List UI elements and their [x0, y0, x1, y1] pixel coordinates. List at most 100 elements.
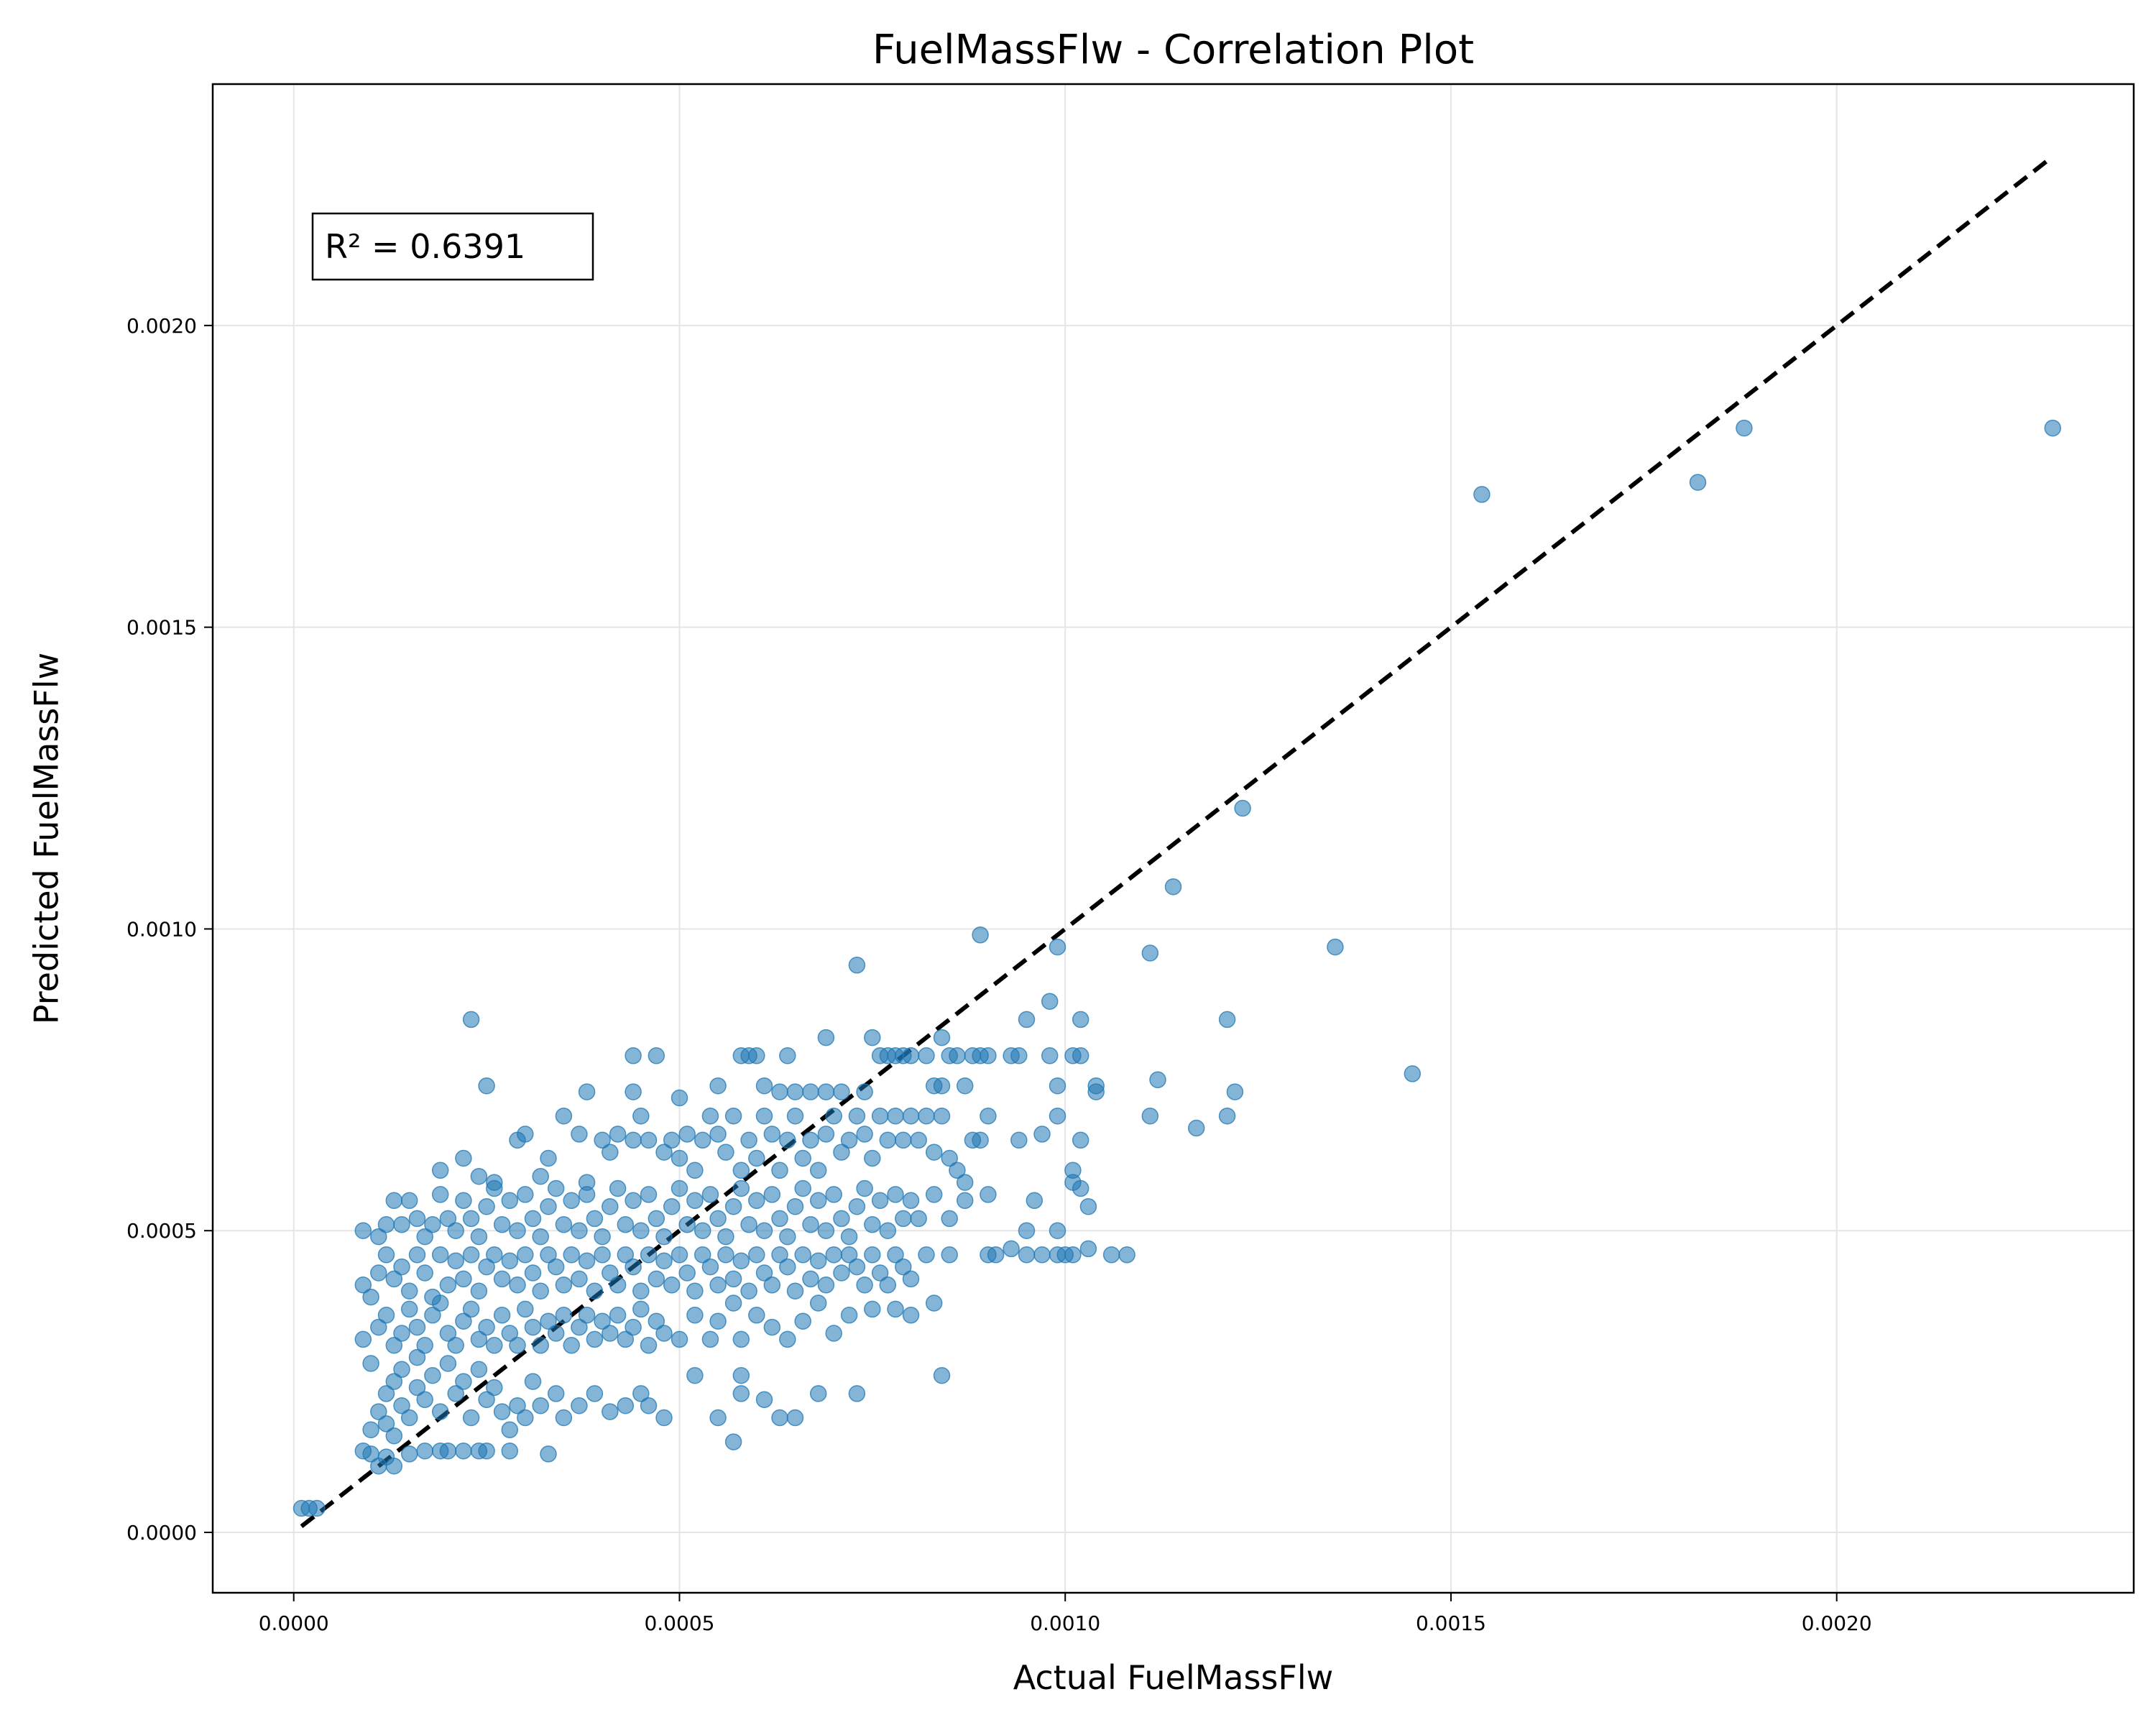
- data-point: [416, 1442, 433, 1460]
- data-point: [709, 1077, 727, 1095]
- data-point: [1102, 1246, 1120, 1264]
- data-point: [501, 1252, 519, 1269]
- data-point: [532, 1397, 549, 1414]
- data-point: [694, 1131, 711, 1149]
- data-point: [678, 1264, 696, 1282]
- data-point: [478, 1077, 495, 1095]
- data-point: [848, 1197, 866, 1215]
- data-point: [871, 1107, 889, 1125]
- data-point: [377, 1307, 395, 1324]
- y-axis-label: Predicted FuelMassFlw: [27, 653, 66, 1024]
- data-point: [902, 1192, 920, 1210]
- data-point: [779, 1047, 796, 1064]
- data-point: [400, 1192, 418, 1210]
- data-point: [540, 1445, 557, 1463]
- data-point: [617, 1216, 635, 1233]
- data-point: [1226, 1083, 1244, 1100]
- data-point: [470, 1167, 488, 1185]
- data-point: [354, 1276, 372, 1294]
- data-point: [1141, 1107, 1159, 1125]
- data-point: [385, 1337, 403, 1354]
- data-point: [617, 1330, 635, 1348]
- data-point: [563, 1192, 580, 1210]
- data-point: [632, 1300, 650, 1318]
- data-point: [980, 1107, 997, 1125]
- data-point: [755, 1077, 773, 1095]
- data-point: [478, 1318, 495, 1336]
- data-point: [532, 1167, 549, 1185]
- y-tick-label-2: 0.0010: [126, 917, 197, 941]
- data-point: [941, 1246, 958, 1264]
- data-point: [717, 1144, 734, 1161]
- data-point: [786, 1197, 804, 1215]
- data-point: [655, 1325, 673, 1342]
- data-point: [856, 1276, 873, 1294]
- data-point: [655, 1144, 673, 1161]
- data-point: [1049, 938, 1067, 956]
- data-point: [709, 1210, 727, 1228]
- data-point: [802, 1131, 819, 1149]
- data-point: [732, 1385, 750, 1402]
- data-point: [987, 1246, 1005, 1264]
- data-point: [902, 1270, 920, 1288]
- data-point: [686, 1307, 704, 1324]
- data-point: [439, 1442, 457, 1460]
- plot-frame: [211, 83, 2135, 1594]
- data-point: [385, 1192, 403, 1210]
- data-point: [833, 1144, 850, 1161]
- data-point: [748, 1246, 765, 1264]
- data-point: [1010, 1131, 1028, 1149]
- data-point: [462, 1409, 480, 1427]
- data-point: [701, 1258, 719, 1276]
- data-point: [1026, 1192, 1044, 1210]
- data-point: [501, 1325, 519, 1342]
- data-point: [501, 1442, 519, 1460]
- data-point: [609, 1179, 627, 1197]
- data-point: [540, 1312, 557, 1330]
- data-point: [362, 1288, 379, 1306]
- data-point: [663, 1276, 681, 1294]
- data-point: [771, 1083, 788, 1100]
- data-point: [486, 1337, 503, 1354]
- x-tick-label-4: 0.0020: [1802, 1611, 1872, 1635]
- data-point: [400, 1282, 418, 1300]
- x-tick-label-0: 0.0000: [259, 1611, 329, 1635]
- data-point: [470, 1282, 488, 1300]
- data-point: [648, 1270, 665, 1288]
- data-point: [887, 1107, 904, 1125]
- data-point: [763, 1276, 781, 1294]
- data-point: [1473, 486, 1491, 503]
- data-point: [563, 1337, 580, 1354]
- data-point: [470, 1361, 488, 1379]
- data-point: [354, 1222, 372, 1239]
- data-point: [671, 1246, 688, 1264]
- data-point: [671, 1149, 688, 1167]
- data-point: [416, 1228, 433, 1246]
- data-point: [1018, 1246, 1036, 1264]
- data-point: [701, 1186, 719, 1203]
- data-point: [547, 1325, 565, 1342]
- data-point: [717, 1246, 734, 1264]
- data-point: [1018, 1011, 1036, 1029]
- data-point: [879, 1276, 897, 1294]
- data-point: [1049, 1077, 1067, 1095]
- data-point: [424, 1366, 441, 1384]
- data-point: [825, 1107, 842, 1125]
- data-point: [571, 1126, 588, 1143]
- data-point: [809, 1162, 827, 1179]
- data-point: [648, 1047, 665, 1064]
- data-point: [439, 1355, 457, 1372]
- data-point: [632, 1385, 650, 1402]
- data-point: [887, 1300, 904, 1318]
- data-point: [455, 1373, 472, 1390]
- data-point: [532, 1228, 549, 1246]
- data-point: [439, 1210, 457, 1228]
- data-point: [671, 1089, 688, 1107]
- data-point: [1049, 1222, 1067, 1239]
- data-point: [486, 1174, 503, 1191]
- data-point: [602, 1264, 619, 1282]
- data-point: [632, 1222, 650, 1239]
- data-point: [385, 1427, 403, 1445]
- data-point: [362, 1421, 379, 1439]
- data-point: [1033, 1126, 1051, 1143]
